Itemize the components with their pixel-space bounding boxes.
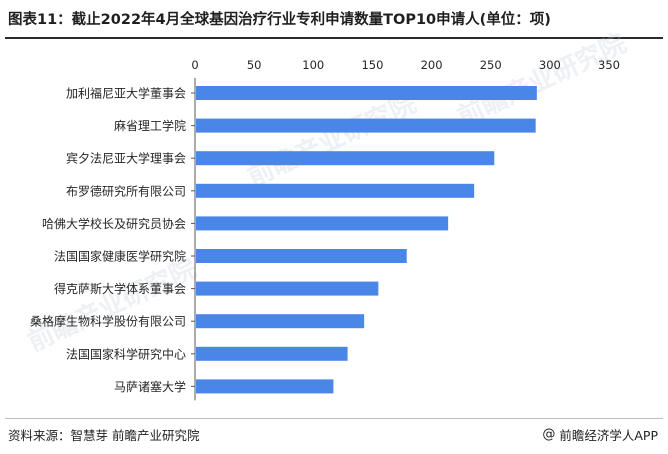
chart-title: 图表11：截止2022年4月全球基因治疗行业专利申请数量TOP10申请人(单位：…	[8, 12, 551, 28]
x-tick-label: 150	[361, 58, 383, 72]
bar	[196, 183, 475, 198]
brand-credit: @ 前瞻经济学人APP	[542, 425, 658, 444]
bar	[196, 216, 449, 231]
title-divider	[5, 37, 663, 39]
x-tick-label: 300	[539, 58, 561, 72]
bar	[196, 249, 407, 263]
bar	[196, 379, 334, 394]
category-label: 加利福尼亚大学董事会	[66, 86, 186, 101]
bar	[196, 346, 348, 361]
category-label: 法国国家健康医学研究院	[54, 249, 186, 264]
x-tick-label: 350	[598, 58, 620, 72]
x-tick-label: 0	[191, 58, 198, 72]
category-label: 马萨诸塞大学	[114, 379, 186, 394]
bar	[196, 86, 537, 100]
category-label: 布罗德研究所有限公司	[66, 183, 186, 198]
footer-divider	[5, 418, 663, 419]
bar	[196, 118, 536, 133]
category-label: 法国国家科学研究中心	[66, 346, 186, 361]
bar	[196, 281, 379, 296]
category-label: 桑格摩生物科学股份有限公司	[30, 314, 186, 329]
bar	[196, 314, 365, 329]
category-label: 宾夕法尼亚大学理事会	[66, 151, 186, 166]
at-icon: @	[542, 427, 556, 442]
x-tick-label: 100	[302, 58, 324, 72]
category-label: 得克萨斯大学体系董事会	[54, 281, 186, 296]
category-label: 哈佛大学校长及研究员协会	[42, 216, 186, 231]
source-note: 资料来源：智慧芽 前瞻产业研究院	[8, 428, 200, 443]
category-label: 麻省理工学院	[114, 118, 186, 133]
brand-name: 前瞻经济学人APP	[559, 428, 658, 443]
x-tick-label: 250	[480, 58, 502, 72]
bar	[196, 151, 495, 166]
x-tick-label: 50	[247, 58, 262, 72]
x-tick-label: 200	[421, 58, 443, 72]
